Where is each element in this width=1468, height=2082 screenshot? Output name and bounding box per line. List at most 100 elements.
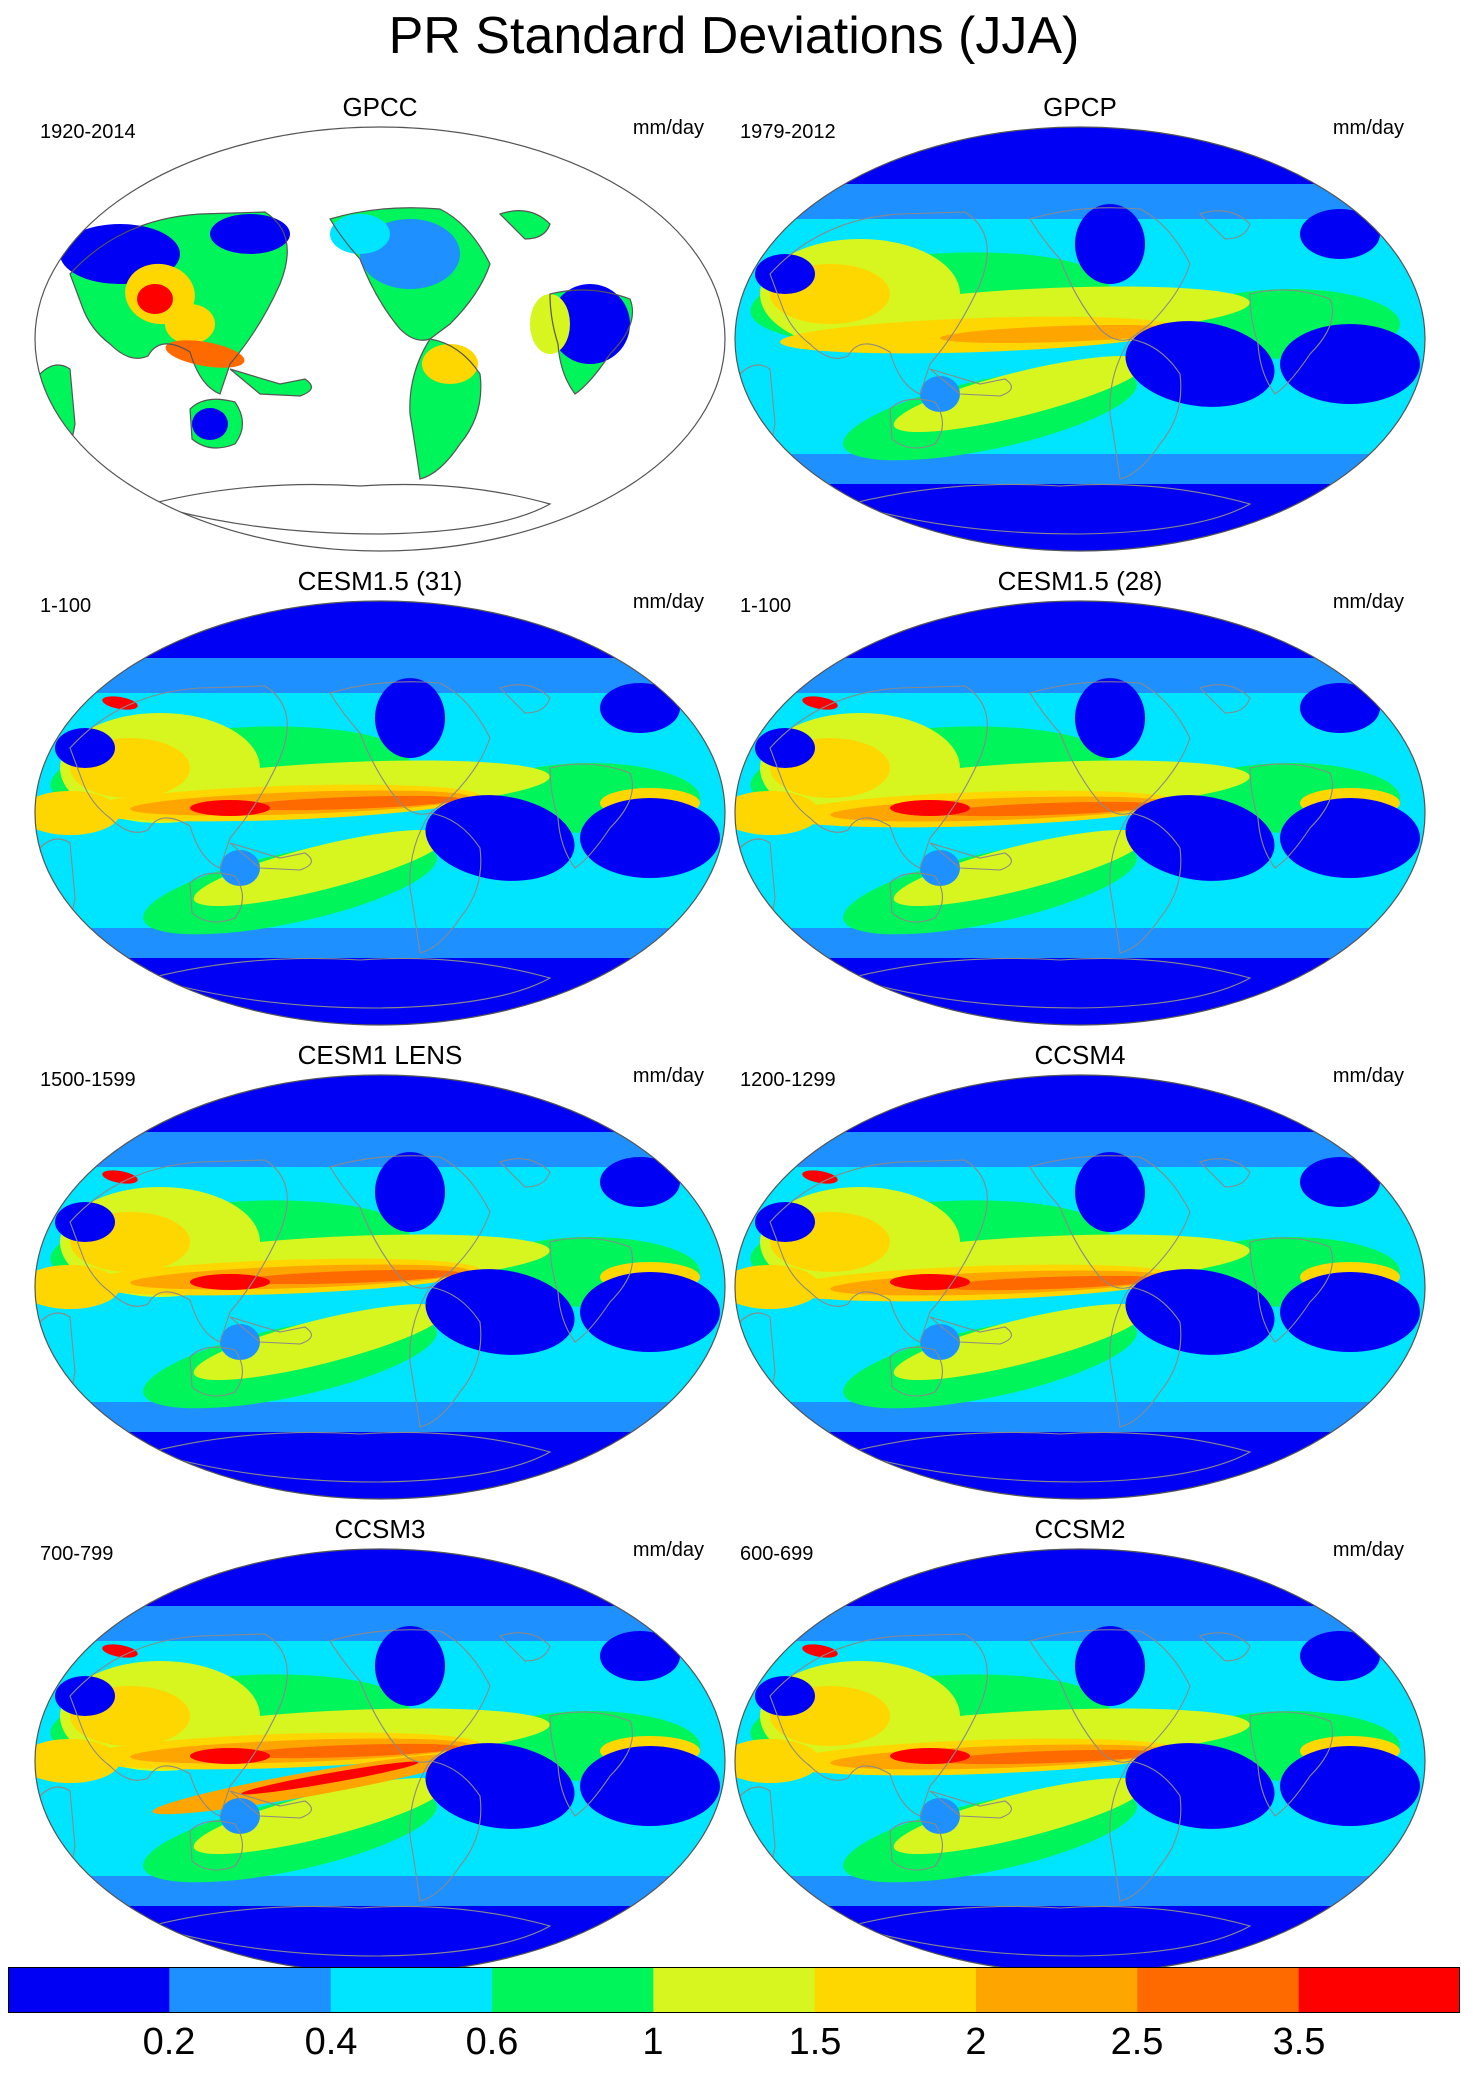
map-border: [34, 1074, 726, 1500]
land-field: [500, 210, 550, 239]
precip-contour: [1075, 678, 1145, 758]
coastline: [1249, 763, 1334, 869]
precip-contour: [802, 1644, 838, 1658]
precip-field: [35, 1549, 725, 1973]
panel-period: 1920-2014: [40, 121, 136, 143]
coastline: [1109, 1760, 1182, 1902]
precip-field: [735, 1075, 1425, 1499]
map-panel-cesm15-31: CESM1.5 (31) 1-100 mm/day: [30, 566, 730, 1036]
precip-contour: [550, 284, 630, 364]
precip-contour: [35, 1265, 120, 1309]
panel-title: GPCP: [1043, 92, 1117, 122]
coastline: [69, 685, 288, 869]
map-border: [734, 1074, 1426, 1500]
precip-contour: [920, 850, 960, 886]
precip-contour: [422, 344, 478, 384]
coastline: [549, 763, 634, 869]
panel-period: 1200-1299: [740, 1069, 836, 1091]
coastline: [1029, 207, 1191, 341]
precip-contour: [165, 340, 245, 368]
map-panel-ccsm2: CCSM2 600-699 mm/day: [730, 1514, 1430, 1984]
coastline: [549, 1237, 634, 1343]
panel-units: mm/day: [1332, 1539, 1404, 1561]
precip-contour: [220, 1324, 260, 1360]
colorbar-tick-label: 1.5: [788, 2021, 842, 2063]
colorbar-swatch: [492, 1967, 654, 2013]
coastline: [889, 398, 944, 449]
precip-contour: [893, 1303, 1147, 1381]
map-border: [34, 600, 726, 1026]
precip-contour: [940, 1275, 1160, 1291]
precip-contour: [241, 1761, 419, 1795]
precip-contour: [755, 1202, 815, 1242]
precip-contour: [190, 800, 270, 816]
precip-contour: [755, 728, 815, 768]
precip-contour: [375, 1626, 445, 1706]
colorbar-swatch: [1137, 1967, 1300, 2013]
precip-contour: [190, 1748, 270, 1764]
precip-contour: [102, 1644, 138, 1658]
precip-contour: [802, 696, 838, 710]
precip-contour: [1300, 1631, 1380, 1681]
map-border: [734, 126, 1426, 552]
coastline: [769, 1633, 988, 1817]
map-panel-gpcc: GPCC 1920-2014 mm/day: [30, 92, 730, 562]
map-border: [734, 600, 1426, 1026]
coastline: [1029, 681, 1191, 815]
colorbar-tick-label: 2: [965, 2021, 987, 2063]
land-field: [230, 369, 312, 396]
precip-contour: [1280, 1272, 1420, 1352]
colorbar-tick-label: 1: [642, 2021, 664, 2063]
precip-contour: [735, 1739, 820, 1783]
robinson-map: [34, 600, 726, 1026]
precip-contour: [893, 1777, 1147, 1855]
panel-title: GPCC: [342, 92, 418, 122]
colorbar-swatch: [330, 1967, 493, 2013]
panel-period: 1-100: [740, 595, 792, 617]
precip-contour: [1125, 795, 1275, 881]
colorbar-swatch: [1298, 1967, 1460, 2013]
precip-contour: [1075, 204, 1145, 284]
precip-contour: [240, 1743, 460, 1759]
precip-contour: [940, 801, 1160, 817]
colorbar-tick-label: 3.5: [1272, 2021, 1326, 2063]
panel-title: CESM1 LENS: [297, 1040, 463, 1070]
precip-contour: [102, 696, 138, 710]
precip-contour: [425, 1743, 575, 1829]
coastline: [1198, 1158, 1251, 1188]
coastline: [1249, 1711, 1334, 1817]
precip-contour: [890, 1748, 970, 1764]
coastline: [929, 1790, 1012, 1819]
panel-units: mm/day: [1332, 1065, 1404, 1087]
precip-contour: [755, 1676, 815, 1716]
precip-contour: [165, 304, 215, 344]
precip-contour: [35, 791, 120, 835]
robinson-map: [34, 1548, 726, 1974]
robinson-map: [34, 1074, 726, 1500]
coastline: [498, 1158, 551, 1188]
precip-contour: [1280, 324, 1420, 404]
coastline: [769, 1159, 988, 1343]
colorbar-swatch: [976, 1967, 1138, 2013]
map-panel-cesm15-28: CESM1.5 (28) 1-100 mm/day: [730, 566, 1430, 1036]
precip-field: [35, 127, 725, 551]
precip-contour: [580, 798, 720, 878]
precip-contour: [1280, 798, 1420, 878]
coastline: [847, 1905, 1252, 1957]
panel-period: 1979-2012: [740, 121, 836, 143]
precip-contour: [55, 1676, 115, 1716]
colorbar-tick-label: 2.5: [1110, 2021, 1164, 2063]
precip-contour: [220, 1798, 260, 1834]
precip-field: [35, 1075, 725, 1499]
precip-field: [735, 127, 1425, 551]
precip-contour: [1075, 1152, 1145, 1232]
coastline: [147, 1431, 552, 1483]
coastline: [929, 368, 1012, 397]
land-field: [40, 365, 75, 469]
colorbar-swatch: [169, 1967, 332, 2013]
coastline: [1198, 1632, 1251, 1662]
robinson-map: [734, 1548, 1426, 1974]
precip-contour: [1280, 1746, 1420, 1826]
precip-field: [735, 1549, 1425, 1973]
coastline: [1109, 812, 1182, 954]
